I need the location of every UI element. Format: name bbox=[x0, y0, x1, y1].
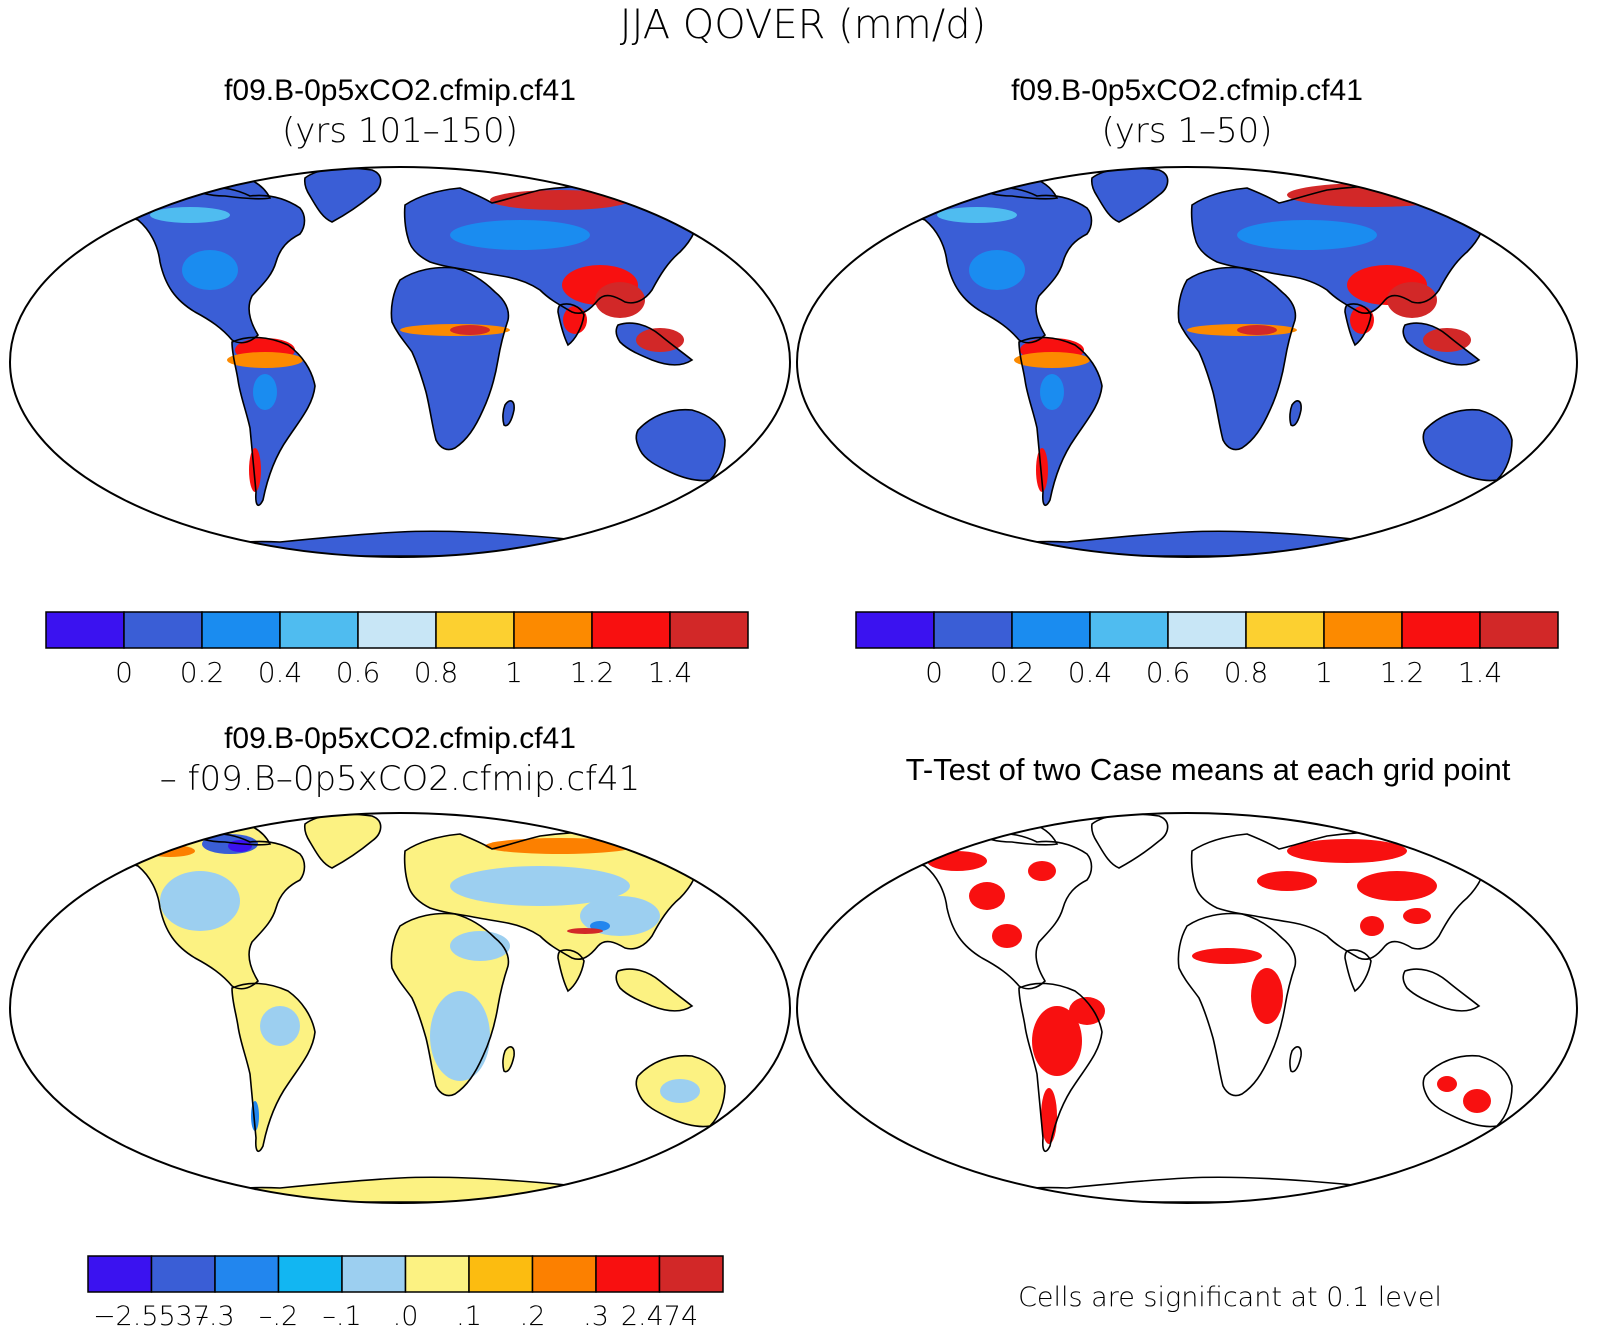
panel-ttest-title: T-Test of two Case means at each grid po… bbox=[906, 752, 1511, 787]
panel-case2-title: f09.B-0p5xCO2.cfmip.cf41 bbox=[1011, 74, 1363, 107]
colorbar-case2-tick-label-7: 1.4 bbox=[1458, 656, 1503, 689]
colorbar-diff-swatch-9 bbox=[658, 1255, 724, 1293]
colorbar-case1: 0 0.2 0.4 0.6 0.8 1 1.2 1.4 bbox=[45, 611, 749, 689]
figure-title: JJA QOVER (mm/d) bbox=[620, 2, 986, 48]
colorbar-diff-swatch-6 bbox=[468, 1255, 534, 1293]
colorbar-case2-swatch-7 bbox=[1401, 611, 1481, 649]
colorbar-case1-swatch-8 bbox=[669, 611, 749, 649]
colorbar-diff-tick-label-6: .2 bbox=[520, 1301, 546, 1327]
colorbar-case2: 0 0.2 0.4 0.6 0.8 1 1.2 1.4 bbox=[855, 611, 1559, 689]
panel-case2: f09.B-0p5xCO2.cfmip.cf41 (yrs 1–50) bbox=[796, 74, 1578, 689]
colorbar-diff-swatch-2 bbox=[214, 1255, 280, 1293]
map-case1-wet-regions bbox=[150, 190, 684, 492]
colorbar-case1-tick-label-7: 1.4 bbox=[648, 656, 693, 689]
map-diff bbox=[9, 812, 791, 1204]
colorbar-case1-tick-label-4: 0.8 bbox=[414, 656, 459, 689]
colorbar-diff-tick-label-2: –.2 bbox=[259, 1301, 298, 1327]
map-case1-border bbox=[9, 166, 791, 558]
colorbar-diff-tick-label-4: .0 bbox=[393, 1301, 419, 1327]
colorbar-case1-tick-label-0: 0 bbox=[115, 656, 133, 689]
map-ttest-significant-cells bbox=[927, 839, 1491, 1144]
colorbar-case2-tick-label-3: 0.6 bbox=[1146, 656, 1191, 689]
colorbar-case1-swatch-0 bbox=[45, 611, 125, 649]
map-case2-wet-regions bbox=[937, 183, 1471, 492]
colorbar-case2-swatch-1 bbox=[933, 611, 1013, 649]
colorbar-diff-tick-label-3: –.1 bbox=[322, 1301, 361, 1327]
panel-case2-subtitle: (yrs 1–50) bbox=[1101, 111, 1272, 151]
colorbar-case2-tick-label-2: 0.4 bbox=[1068, 656, 1113, 689]
colorbar-case1-tick-label-1: 0.2 bbox=[180, 656, 225, 689]
colorbar-case2-swatch-5 bbox=[1245, 611, 1325, 649]
colorbar-case1-tick-label-2: 0.4 bbox=[258, 656, 303, 689]
colorbar-case2-swatch-2 bbox=[1011, 611, 1091, 649]
colorbar-case1-tick-label-5: 1 bbox=[505, 656, 523, 689]
colorbar-diff-tick-label-7: .3 bbox=[583, 1301, 609, 1327]
map-diff-border bbox=[9, 812, 791, 1204]
colorbar-diff-swatch-1 bbox=[150, 1255, 216, 1293]
colorbar-case1-swatch-2 bbox=[201, 611, 281, 649]
colorbar-diff-swatch-7 bbox=[531, 1255, 597, 1293]
colorbar-case2-swatch-4 bbox=[1167, 611, 1247, 649]
colorbar-case2-swatch-3 bbox=[1089, 611, 1169, 649]
colorbar-case1-tick-label-6: 1.2 bbox=[570, 656, 615, 689]
map-case2 bbox=[796, 166, 1578, 558]
colorbar-diff: −2.5537–.3 –.2 –.1 .0 .1 .2 .3 2.474 bbox=[87, 1255, 724, 1327]
colorbar-case2-tick-label-4: 0.8 bbox=[1224, 656, 1269, 689]
panel-case1-subtitle: (yrs 101–150) bbox=[282, 111, 518, 151]
panel-diff-title: f09.B-0p5xCO2.cfmip.cf41 bbox=[224, 722, 576, 755]
map-ttest bbox=[796, 812, 1578, 1204]
colorbar-case2-tick-label-1: 0.2 bbox=[990, 656, 1035, 689]
colorbar-case1-swatch-3 bbox=[279, 611, 359, 649]
map-ttest-border bbox=[796, 812, 1578, 1204]
colorbar-diff-swatch-3 bbox=[277, 1255, 343, 1293]
colorbar-diff-swatch-5 bbox=[404, 1255, 470, 1293]
map-diff-regions bbox=[145, 834, 700, 1131]
colorbar-case2-swatch-8 bbox=[1479, 611, 1559, 649]
map-case1 bbox=[9, 166, 791, 558]
colorbar-diff-swatch-8 bbox=[595, 1255, 661, 1293]
panel-diff-subtitle: – f09.B–0p5xCO2.cfmip.cf41 bbox=[160, 759, 641, 799]
panel-ttest-footnote: Cells are significant at 0.1 level bbox=[1018, 1282, 1442, 1313]
colorbar-diff-tick-label-5: .1 bbox=[456, 1301, 482, 1327]
panel-case1: f09.B-0p5xCO2.cfmip.cf41 (yrs 101–150) bbox=[9, 74, 791, 689]
colorbar-diff-tick-label-0: −2.5537 bbox=[93, 1301, 210, 1327]
colorbar-diff-tick-label-1: –.3 bbox=[195, 1301, 234, 1327]
colorbar-case1-swatch-5 bbox=[435, 611, 515, 649]
colorbar-case2-swatch-0 bbox=[855, 611, 935, 649]
panel-diff: f09.B-0p5xCO2.cfmip.cf41 – f09.B–0p5xCO2… bbox=[9, 722, 791, 1327]
colorbar-case1-swatch-6 bbox=[513, 611, 593, 649]
colorbar-case2-swatch-6 bbox=[1323, 611, 1403, 649]
colorbar-diff-tick-label-8: 2.474 bbox=[621, 1301, 698, 1327]
colorbar-case1-swatch-1 bbox=[123, 611, 203, 649]
colorbar-diff-swatch-0 bbox=[87, 1255, 153, 1293]
colorbar-diff-swatch-4 bbox=[341, 1255, 407, 1293]
colorbar-case2-tick-label-5: 1 bbox=[1315, 656, 1333, 689]
map-case2-border bbox=[796, 166, 1578, 558]
colorbar-case1-swatch-4 bbox=[357, 611, 437, 649]
colorbar-case2-tick-label-0: 0 bbox=[925, 656, 943, 689]
colorbar-case2-tick-label-6: 1.2 bbox=[1380, 656, 1425, 689]
panel-ttest: T-Test of two Case means at each grid po… bbox=[796, 752, 1578, 1313]
colorbar-case1-swatch-7 bbox=[591, 611, 671, 649]
colorbar-case1-tick-label-3: 0.6 bbox=[336, 656, 381, 689]
panel-case1-title: f09.B-0p5xCO2.cfmip.cf41 bbox=[224, 74, 576, 107]
